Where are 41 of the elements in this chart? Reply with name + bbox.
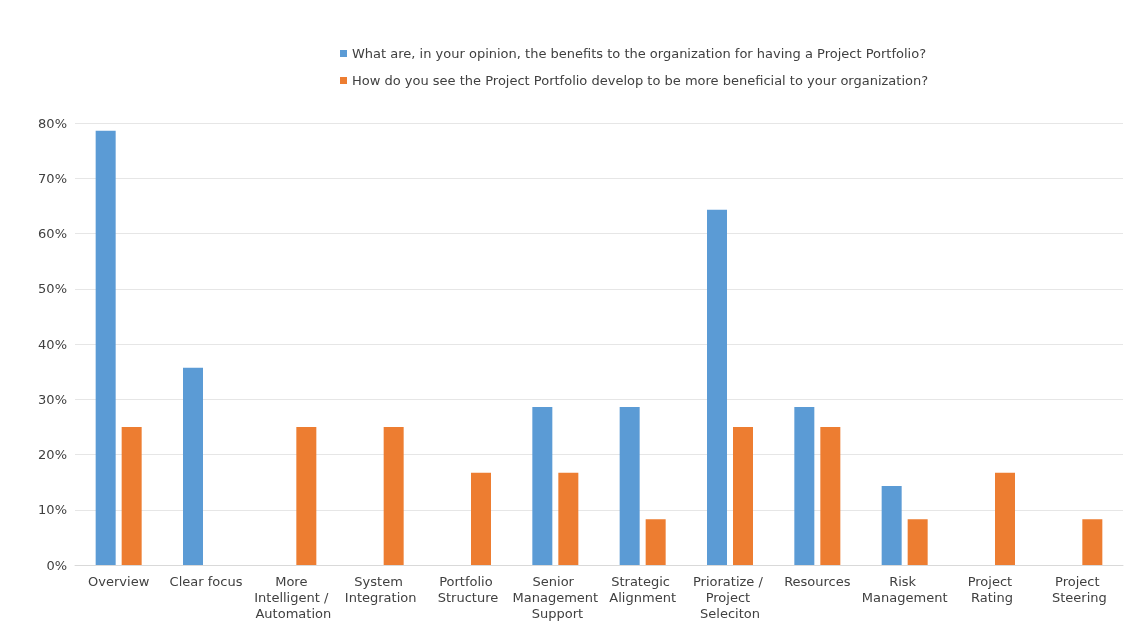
x-tick-label: Risk Management <box>861 573 948 605</box>
bar <box>121 426 142 565</box>
y-tick-label: 20% <box>38 447 67 462</box>
bar <box>619 406 640 565</box>
bar <box>881 485 902 565</box>
bar <box>532 406 553 565</box>
bar <box>183 367 203 565</box>
bar <box>383 426 404 565</box>
x-tick-label: System Integration <box>344 573 417 605</box>
y-tick-label: 30% <box>38 391 67 407</box>
bar <box>95 130 116 565</box>
y-tick-label: 60% <box>38 226 67 241</box>
x-tick-label: Clear focus <box>169 573 243 589</box>
y-tick-label: 40% <box>38 336 67 352</box>
bar <box>645 519 666 565</box>
x-tick-label: Strategic Alignment <box>609 573 676 605</box>
bar <box>296 426 317 565</box>
bar <box>794 406 815 565</box>
y-tick-label: 70% <box>38 170 67 186</box>
bar <box>471 472 491 565</box>
legend-label: How do you see the Project Portfolio develop to be more beneficial to your organization? <box>352 73 929 88</box>
x-tick-label: Senior Management Support <box>512 573 599 621</box>
bar <box>907 519 928 565</box>
x-tick-label: More Intelligent / Automation <box>254 573 333 621</box>
x-tick-label: Project Steering <box>1051 573 1107 605</box>
bar <box>707 209 727 565</box>
bar <box>820 426 841 565</box>
x-tick-label: Prioratize / Project Seleciton <box>692 573 768 621</box>
y-tick-label: 50% <box>38 281 67 297</box>
y-tick-label: 0% <box>46 557 67 573</box>
x-tick-label: Portfolio Structure <box>437 573 499 605</box>
bar <box>733 426 753 565</box>
legend-label: What are, in your opinion, the benefits to the organization for having a Project Portfolio? <box>352 46 927 61</box>
bar <box>1082 519 1103 565</box>
bar <box>995 472 1015 565</box>
x-tick-label: Project Rating <box>967 573 1017 605</box>
x-tick-label: Overview <box>88 573 150 589</box>
y-tick-label: 10% <box>38 502 67 518</box>
bar <box>558 472 579 565</box>
x-tick-label: Resources <box>784 573 851 589</box>
y-tick-label: 80% <box>38 115 67 131</box>
